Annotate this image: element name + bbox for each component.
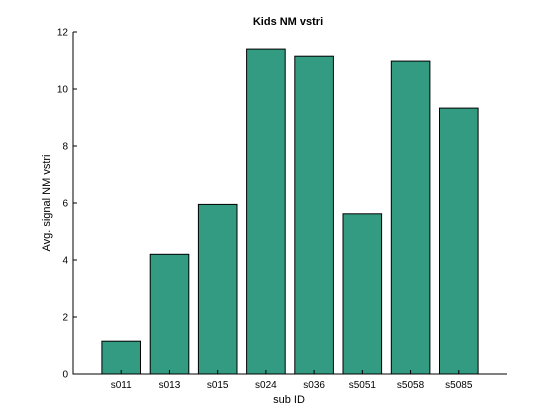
bar-s011 [102, 341, 141, 374]
y-tick-label: 0 [62, 370, 68, 381]
bars-group [102, 49, 478, 374]
bar-s013 [150, 254, 189, 374]
x-tick-label: s5058 [397, 380, 425, 391]
bar-s036 [295, 56, 334, 374]
y-axis-ticks: 0 2 4 6 8 10 12 [57, 28, 77, 381]
y-tick-label: 10 [57, 85, 69, 96]
y-tick-label: 6 [62, 199, 68, 210]
x-tick-label: s013 [159, 380, 181, 391]
bar-s5085 [440, 108, 479, 374]
x-axis-label: sub ID [273, 394, 305, 406]
y-axis-label: Avg. signal NM vstri [41, 155, 53, 252]
y-tick-label: 4 [62, 256, 68, 267]
x-tick-label: s5051 [349, 380, 377, 391]
y-tick-label: 12 [57, 28, 69, 39]
bar-s5051 [343, 214, 382, 374]
x-tick-label: s011 [111, 380, 132, 391]
bar-s015 [198, 204, 237, 374]
bar-s024 [247, 49, 286, 374]
y-tick-label: 2 [62, 313, 68, 324]
x-tick-label: s5085 [445, 380, 473, 391]
x-tick-label: s015 [207, 380, 229, 391]
x-tick-label: s036 [303, 380, 325, 391]
chart-title: Kids NM vstri [253, 16, 323, 28]
bar-s5058 [391, 61, 430, 374]
y-tick-label: 8 [62, 142, 68, 153]
x-tick-label: s024 [255, 380, 277, 391]
